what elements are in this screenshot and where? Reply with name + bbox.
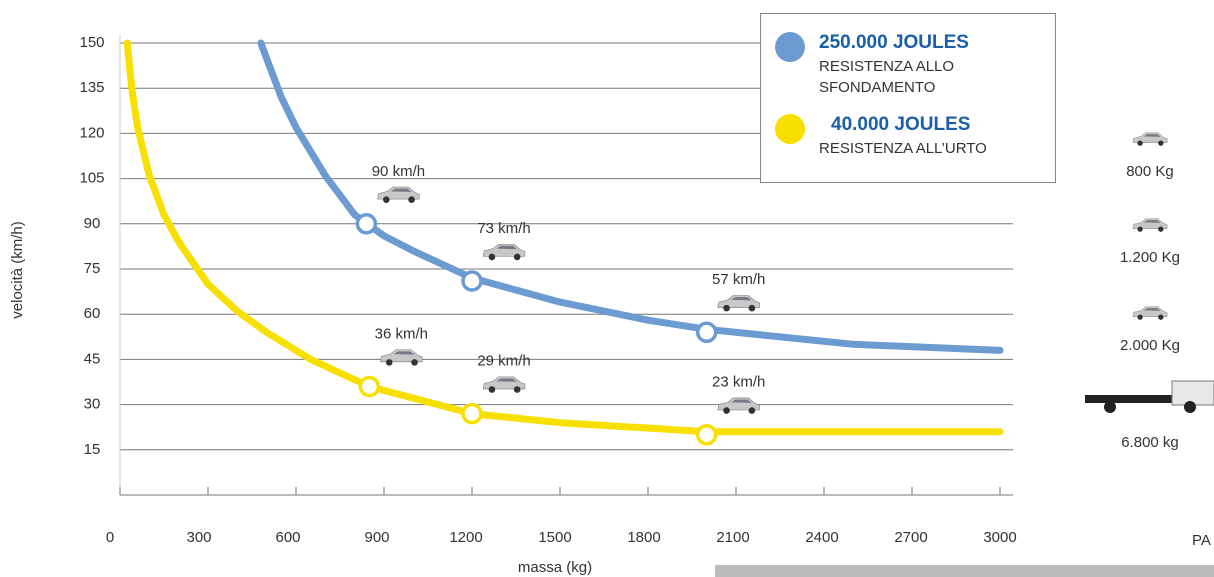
car-icon (717, 295, 760, 312)
annotation-label: 90 km/h (372, 163, 425, 180)
x-tick-label: 2100 (716, 529, 749, 546)
car-wheel (513, 253, 521, 261)
legend-name: 40.000 JOULES (831, 114, 971, 135)
car-wheel (411, 359, 418, 366)
y-tick-label: 105 (79, 170, 104, 187)
side-label: 2.000 Kg (1120, 337, 1180, 354)
car-icon (482, 243, 526, 261)
car-window (1143, 308, 1161, 311)
point-marker (695, 423, 718, 446)
car-window (1143, 220, 1161, 223)
car-wheel (408, 196, 415, 203)
car-wheel (1137, 226, 1143, 232)
car-wheel (1158, 226, 1164, 232)
x-tick-label: 2700 (894, 529, 927, 546)
legend-description: RESISTENZA ALL’URTO (819, 140, 987, 157)
side-label: 6.800 kg (1121, 434, 1179, 451)
car-wheel (488, 253, 496, 261)
legend-description: RESISTENZA ALLO SFONDAMENTO (819, 58, 955, 96)
legend-swatch (775, 32, 805, 62)
y-tick-label: 120 (79, 124, 104, 141)
annotation-label: 73 km/h (477, 220, 530, 237)
x-tick-label: 900 (364, 529, 389, 546)
car-icon (482, 376, 526, 393)
y-tick-label: 75 (84, 260, 101, 277)
car-wheel (1158, 314, 1164, 320)
x-axis-title: massa (kg) (518, 559, 592, 576)
annotation-label: 29 km/h (477, 353, 530, 370)
side-label: 800 Kg (1126, 163, 1174, 180)
car-window (1143, 134, 1161, 137)
car-window (730, 297, 752, 301)
x-tick-label: 1800 (627, 529, 660, 546)
truck-wheel (1104, 401, 1116, 413)
y-tick-label: 60 (84, 305, 101, 322)
car-wheel (383, 196, 390, 203)
truck-wheel (1184, 401, 1196, 413)
x-tick-label: 3000 (983, 529, 1016, 546)
y-tick-label: 45 (84, 350, 101, 367)
footer-text: PA (1192, 532, 1211, 549)
car-icon (1132, 306, 1168, 320)
point-marker (355, 213, 378, 235)
x-tick-label: 2400 (805, 529, 838, 546)
point-marker (461, 270, 483, 292)
car-wheel (1158, 140, 1164, 146)
car-icon (377, 186, 420, 203)
y-axis-title: velocità (km/h) (9, 221, 26, 319)
x-tick-label: 600 (275, 529, 300, 546)
truck-bed (1085, 395, 1185, 403)
car-wheel (723, 304, 730, 312)
car-wheel (513, 386, 521, 393)
x-tick-label: 1500 (538, 529, 571, 546)
car-window (730, 399, 752, 403)
y-tick-label: 135 (79, 79, 104, 96)
series-line (123, 39, 1004, 436)
car-icon (1132, 218, 1168, 232)
car-icon (717, 397, 760, 414)
car-wheel (1137, 314, 1143, 320)
y-tick-label: 30 (84, 396, 101, 413)
car-wheel (1137, 140, 1143, 146)
car-window (393, 351, 415, 355)
annotation-label: 23 km/h (712, 374, 765, 391)
point-marker (461, 402, 483, 425)
legend: 250.000 JOULES RESISTENZA ALLO SFONDAMENT… (760, 13, 1056, 183)
car-icon (1132, 132, 1168, 146)
car-window (496, 378, 518, 382)
x-tick-label: 1200 (449, 529, 482, 546)
point-marker (358, 375, 381, 398)
legend-swatch (775, 114, 805, 144)
car-wheel (748, 304, 756, 312)
point-marker (695, 321, 718, 344)
car-wheel (723, 407, 730, 414)
car-wheel (385, 359, 393, 366)
car-wheel (488, 386, 496, 393)
decor-bar (715, 565, 1214, 577)
legend-name: 250.000 JOULES (819, 32, 969, 53)
car-window (496, 245, 518, 250)
annotation-label: 36 km/h (375, 325, 428, 342)
car-wheel (748, 407, 756, 414)
y-tick-label: 90 (84, 215, 101, 232)
car-window (390, 188, 412, 192)
x-tick-label: 0 (106, 529, 114, 546)
truck-cab (1171, 380, 1214, 406)
y-tick-label: 15 (84, 441, 101, 458)
side-label: 1.200 Kg (1120, 249, 1180, 266)
annotation-label: 57 km/h (712, 271, 765, 288)
x-tick-label: 300 (186, 529, 211, 546)
y-tick-label: 150 (79, 34, 104, 51)
car-icon (380, 349, 423, 366)
